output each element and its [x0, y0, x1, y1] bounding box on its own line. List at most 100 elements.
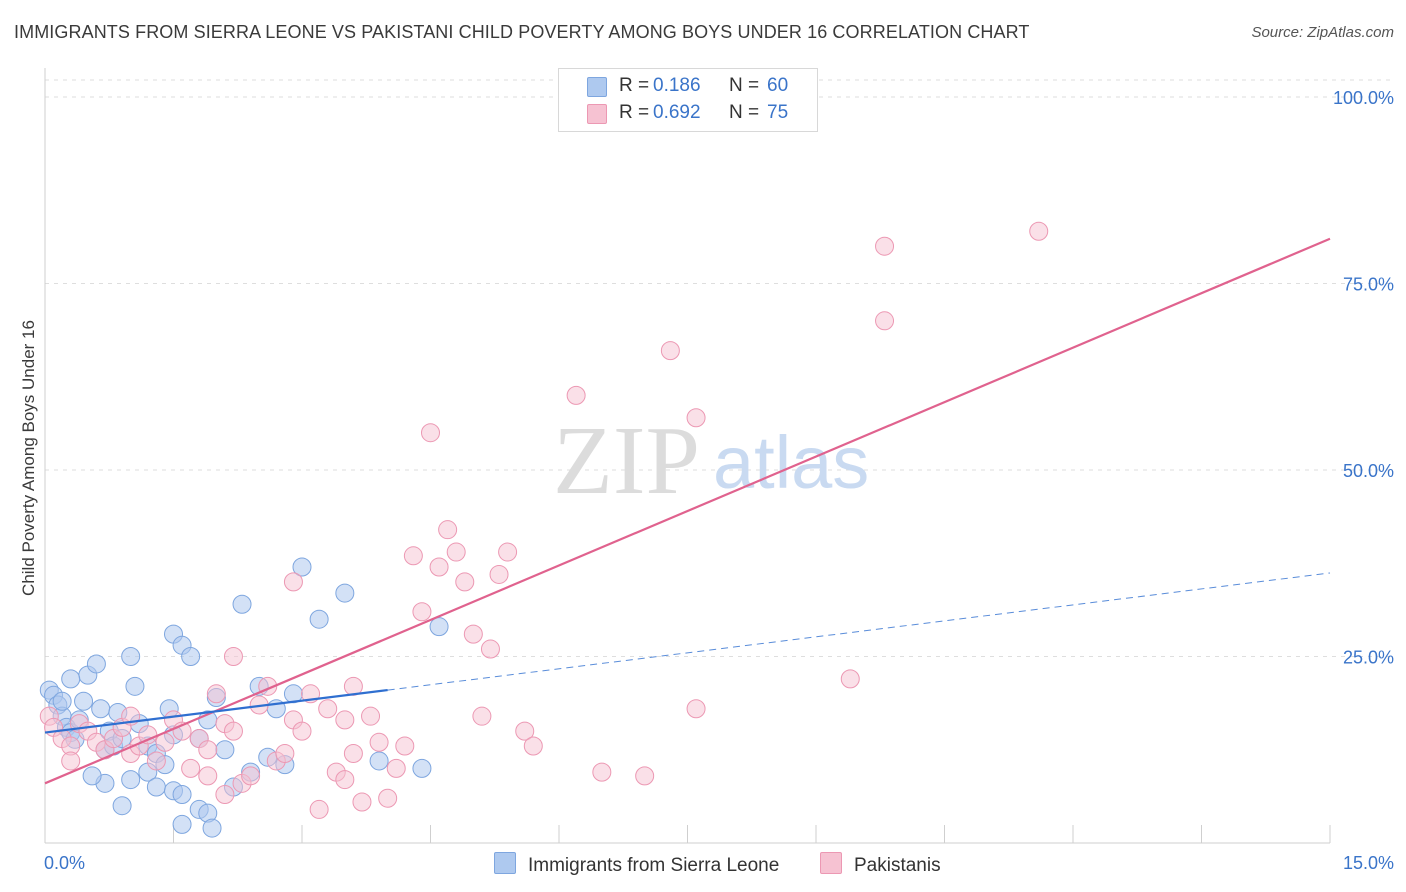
data-point-pakistanis — [686, 699, 706, 719]
legend-n-value: 60 — [767, 75, 789, 96]
data-point-pakistanis — [1029, 221, 1049, 241]
legend-n-value: 75 — [767, 102, 789, 123]
data-point-sierra-leone — [215, 740, 235, 760]
y-tick-label: 100.0% — [1333, 88, 1394, 108]
data-point-pakistanis — [403, 546, 423, 566]
legend-r-label: R = — [619, 75, 650, 96]
data-point-pakistanis — [146, 751, 166, 771]
data-point-pakistanis — [592, 762, 612, 782]
data-point-sierra-leone — [121, 647, 141, 666]
legend-swatch-pink — [587, 104, 607, 124]
data-point-pakistanis — [840, 669, 860, 689]
trend-line-pakistanis — [44, 237, 1331, 785]
y-tick-label: 75.0% — [1343, 275, 1394, 295]
legend-n-label: N = — [729, 102, 760, 123]
stats-legend: R = 0.186 N = 60 R = 0.692 N = 75 — [558, 68, 818, 132]
y-tick-label: 25.0% — [1343, 648, 1394, 668]
data-point-pakistanis — [181, 758, 201, 778]
data-point-sierra-leone — [146, 777, 166, 797]
data-point-pakistanis — [206, 684, 226, 704]
data-point-pakistanis — [292, 721, 312, 741]
data-point-pakistanis — [309, 799, 329, 819]
data-point-pakistanis — [283, 572, 303, 592]
legend-swatch-blue — [494, 852, 516, 874]
data-point-pakistanis — [566, 385, 586, 405]
data-point-pakistanis — [198, 740, 218, 760]
data-point-pakistanis — [686, 408, 706, 428]
data-point-sierra-leone — [309, 609, 329, 629]
data-point-pakistanis — [635, 766, 655, 786]
watermark-zip: ZIP — [553, 407, 700, 515]
data-point-pakistanis — [412, 602, 432, 622]
data-point-sierra-leone — [202, 818, 222, 838]
tick-labels: 25.0% 50.0% 75.0% 100.0% 0.0% 15.0% — [44, 88, 1394, 873]
data-point-pakistanis — [455, 572, 475, 592]
data-point-pakistanis — [429, 557, 449, 577]
data-point-pakistanis — [660, 341, 680, 361]
x-tick-label: 0.0% — [44, 853, 85, 873]
data-point-pakistanis — [369, 732, 389, 752]
data-point-pakistanis — [335, 770, 355, 790]
gridlines — [45, 79, 1390, 657]
data-point-sierra-leone — [121, 770, 141, 790]
data-point-pakistanis — [386, 758, 406, 778]
y-axis-label: Child Poverty Among Boys Under 16 — [19, 320, 38, 596]
data-point-sierra-leone — [91, 699, 111, 719]
watermark: ZIP atlas — [553, 407, 869, 515]
trend-line-sierra-leone — [44, 688, 388, 734]
data-point-pakistanis — [343, 743, 363, 763]
data-point-sierra-leone — [412, 758, 432, 778]
legend-r-value: 0.692 — [653, 102, 701, 123]
legend-swatch-blue — [587, 77, 607, 97]
data-point-pakistanis — [61, 751, 81, 771]
data-point-pakistanis — [875, 311, 895, 331]
legend-r-label: R = — [619, 102, 650, 123]
trend-lines — [44, 237, 1331, 785]
data-point-sierra-leone — [232, 594, 252, 614]
data-point-pakistanis — [215, 785, 235, 805]
legend-label: Pakistanis — [854, 855, 941, 876]
data-point-pakistanis — [395, 736, 415, 756]
data-point-sierra-leone — [82, 766, 102, 786]
data-point-pakistanis — [523, 736, 543, 756]
data-point-pakistanis — [318, 699, 338, 719]
data-point-pakistanis — [223, 721, 243, 741]
data-point-pakistanis — [463, 624, 483, 644]
data-point-pakistanis — [438, 520, 458, 540]
chart-title: IMMIGRANTS FROM SIERRA LEONE VS PAKISTAN… — [14, 22, 1030, 42]
legend-item-pakistanis: Pakistanis — [820, 852, 941, 877]
data-point-sierra-leone — [61, 669, 81, 689]
data-point-pakistanis — [498, 542, 518, 562]
data-point-pakistanis — [275, 743, 295, 763]
data-point-pakistanis — [515, 721, 535, 741]
data-point-sierra-leone — [369, 751, 389, 771]
data-point-sierra-leone — [172, 785, 192, 805]
data-point-sierra-leone — [335, 583, 355, 603]
data-point-pakistanis — [378, 788, 398, 808]
data-point-pakistanis — [489, 564, 509, 584]
data-point-sierra-leone — [125, 676, 145, 696]
data-point-pakistanis — [335, 710, 355, 730]
data-point-pakistanis — [241, 766, 261, 786]
trend-line-sierra-leone-projection — [387, 572, 1331, 691]
data-point-pakistanis — [138, 725, 158, 745]
legend-swatch-pink — [820, 852, 842, 874]
data-point-sierra-leone — [172, 814, 192, 834]
x-tick-label: 15.0% — [1343, 853, 1394, 873]
data-point-pakistanis — [198, 766, 218, 786]
data-point-sierra-leone — [292, 557, 312, 577]
data-point-pakistanis — [223, 647, 243, 666]
data-point-pakistanis — [480, 639, 500, 659]
legend-item-sierra-leone: Immigrants from Sierra Leone — [494, 852, 779, 877]
data-point-pakistanis — [446, 542, 466, 562]
data-point-sierra-leone — [181, 647, 201, 666]
legend-r-value: 0.186 — [653, 75, 701, 96]
data-point-sierra-leone — [52, 691, 72, 711]
data-point-sierra-leone — [86, 654, 106, 674]
data-point-pakistanis — [352, 792, 372, 812]
legend-n-label: N = — [729, 75, 760, 96]
data-point-sierra-leone — [112, 796, 132, 816]
data-point-pakistanis — [361, 706, 381, 726]
data-point-pakistanis — [875, 236, 895, 256]
